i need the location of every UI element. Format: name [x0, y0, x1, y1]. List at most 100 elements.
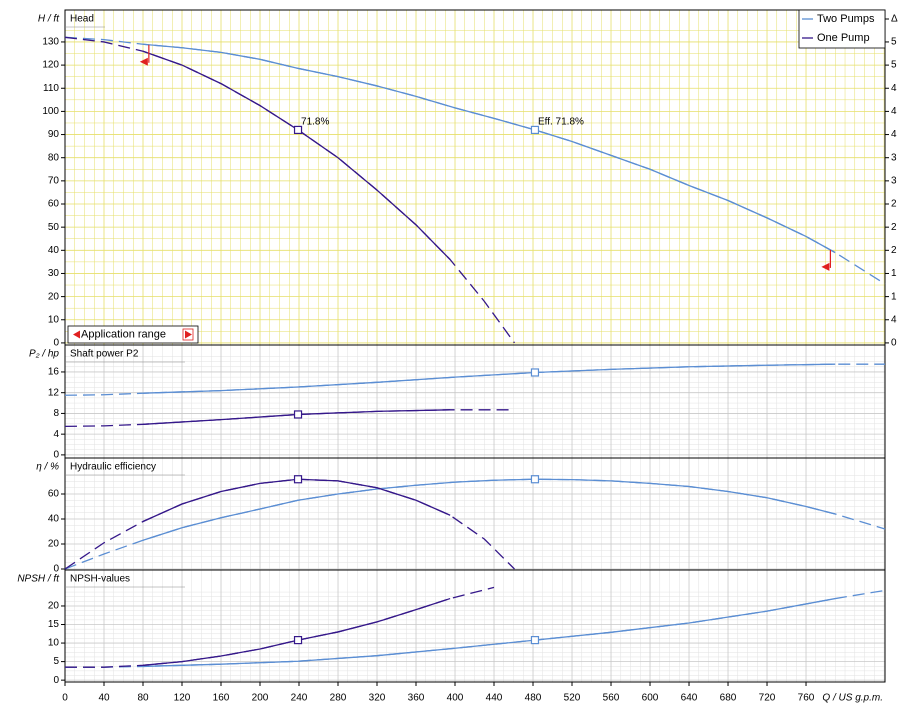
series-line [64, 409, 515, 428]
x-axis-title: Q / US g.p.m. [822, 693, 883, 704]
operating-point [293, 475, 303, 484]
y-tick-label: 130 [42, 37, 59, 48]
x-tick-label: 280 [330, 693, 347, 704]
y2-tick-label: 2 [891, 222, 897, 233]
y-tick-label: 16 [48, 367, 60, 378]
x-tick-label: 200 [252, 693, 269, 704]
y-tick-label: 4 [53, 429, 59, 440]
x-tick-label: 80 [137, 693, 149, 704]
y2-tick-label: 3 [891, 175, 897, 186]
x-tick-label: 320 [369, 693, 386, 704]
solid-segment [142, 597, 451, 666]
x-tick-label: 440 [486, 693, 503, 704]
x-tick-label: 40 [98, 693, 110, 704]
y-tick-label: 30 [48, 268, 60, 279]
y2-tick-label: 2 [891, 245, 897, 256]
y-tick-label: 20 [48, 539, 60, 550]
y2-tick-label: 2 [891, 199, 897, 210]
y2-tick-label: 0 [891, 338, 897, 349]
range-limit-arrow [139, 57, 148, 66]
y-tick-label: 5 [53, 656, 59, 667]
x-tick-label: 480 [525, 693, 542, 704]
operating-point [293, 635, 303, 645]
y-tick-label: 60 [48, 199, 60, 210]
panel-frame [64, 344, 886, 459]
y-tick-label: 8 [53, 408, 59, 419]
range-limit-arrow [821, 262, 830, 271]
operating-point [293, 125, 303, 135]
x-tick-label: 600 [642, 693, 659, 704]
series-line [65, 589, 886, 668]
solid-segment [142, 43, 836, 254]
point-label: 71.8% [301, 117, 329, 128]
x-tick-label: 560 [603, 693, 620, 704]
x-tick-label: 0 [62, 693, 68, 704]
series-line [64, 478, 515, 570]
y-axis-title: P₂ / hp [29, 349, 59, 360]
panel-title: NPSH-values [70, 574, 130, 585]
legend-label: Two Pumps [817, 13, 875, 25]
solid-segment [142, 478, 836, 541]
y-tick-label: 100 [42, 106, 59, 117]
range-arrow-left [73, 330, 80, 339]
x-tick-label: 760 [798, 693, 815, 704]
x-tick-label: 160 [213, 693, 230, 704]
operating-point [530, 635, 540, 645]
solid-segment [142, 597, 836, 668]
x-tick-label: 680 [720, 693, 737, 704]
y2-tick-label: Δ [891, 14, 898, 25]
y-tick-label: 12 [48, 387, 60, 398]
y-axis-title: η / % [36, 462, 59, 473]
x-tick-label: 360 [408, 693, 425, 704]
y-tick-label: 20 [48, 291, 60, 302]
range-label: Application range [81, 328, 166, 340]
panel-frame [64, 457, 886, 571]
series-line [64, 36, 516, 344]
y-tick-label: 110 [43, 83, 59, 94]
series-line [64, 36, 886, 285]
y-tick-label: 0 [53, 450, 59, 461]
solid-segment [142, 363, 836, 394]
range-box [67, 325, 199, 344]
range-arrow-box [182, 328, 194, 341]
panel-title: Hydraulic efficiency [70, 462, 156, 473]
y-tick-label: 60 [48, 489, 60, 500]
legend-label: One Pump [817, 32, 870, 44]
y2-tick-label: 4 [891, 106, 897, 117]
y2-tick-label: 5 [891, 60, 897, 71]
y-tick-label: 15 [48, 619, 60, 630]
x-tick-label: 400 [447, 693, 464, 704]
y-tick-label: 90 [48, 129, 60, 140]
y-axis-title: NPSH / ft [17, 574, 60, 585]
operating-point [530, 475, 540, 484]
operating-point [530, 368, 540, 377]
operating-point [530, 125, 540, 135]
y2-tick-label: 4 [891, 83, 897, 94]
series-line [64, 478, 886, 570]
y2-tick-label: 1 [891, 291, 897, 302]
y2-tick-label: 4 [891, 314, 897, 325]
y-tick-label: 0 [53, 564, 59, 575]
legend: Two Pumps One Pump [798, 9, 886, 49]
x-tick-label: 520 [564, 693, 581, 704]
panel-title: Shaft power P2 [70, 349, 139, 360]
y-tick-label: 0 [53, 338, 59, 349]
y-tick-label: 50 [48, 222, 60, 233]
y-tick-label: 80 [48, 152, 60, 163]
point-label: Eff. 71.8% [538, 117, 584, 128]
panel-frame [64, 9, 886, 346]
y2-tick-label: 3 [891, 152, 897, 163]
x-tick-label: 120 [174, 693, 191, 704]
application-range: Application range [67, 325, 199, 344]
x-tick-label: 640 [681, 693, 698, 704]
y-tick-label: 40 [48, 514, 60, 525]
x-tick-label: 240 [291, 693, 308, 704]
panel-frame [64, 569, 886, 683]
y2-tick-label: 4 [891, 129, 897, 140]
y-tick-label: 10 [48, 638, 60, 649]
y-tick-label: 0 [53, 675, 59, 686]
y2-tick-label: 1 [891, 268, 897, 279]
y-tick-label: 70 [48, 175, 60, 186]
